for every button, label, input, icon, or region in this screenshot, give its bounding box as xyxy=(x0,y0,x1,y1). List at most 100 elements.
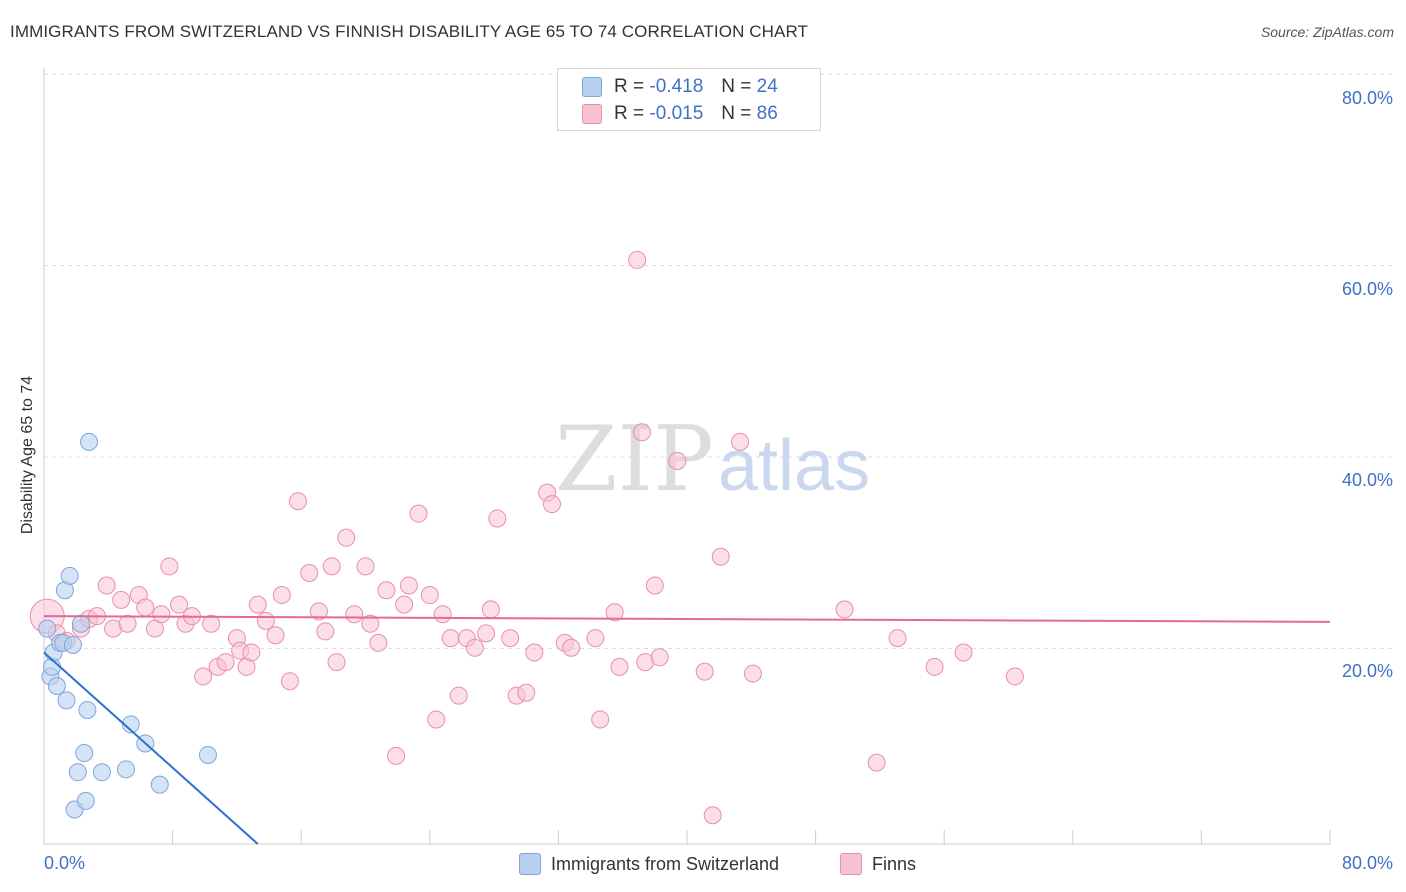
switzerland-point xyxy=(47,677,66,696)
finns-point xyxy=(525,643,544,662)
finns-point xyxy=(337,528,356,547)
finns-point xyxy=(316,622,335,641)
finns-point xyxy=(395,595,414,614)
legend-n-value: 24 xyxy=(756,76,778,97)
finns-point xyxy=(449,686,468,705)
finns-point xyxy=(97,576,116,595)
legend-r-label: R = xyxy=(614,76,645,97)
finns-point xyxy=(266,626,285,645)
finns-point xyxy=(628,250,647,269)
finns-point xyxy=(194,667,213,686)
finns-point xyxy=(202,614,221,633)
finns-point xyxy=(160,557,179,576)
finns-point xyxy=(586,629,605,648)
finns-point xyxy=(280,672,299,691)
finns-point xyxy=(731,432,750,451)
switzerland-point xyxy=(57,691,76,710)
series-swatch-blue xyxy=(519,853,541,875)
switzerland-point xyxy=(63,635,82,654)
finns-point xyxy=(465,638,484,657)
finns-point xyxy=(300,564,319,583)
finns-trend-line xyxy=(43,615,1331,623)
legend-swatch-pink xyxy=(582,104,602,124)
finns-point xyxy=(399,576,418,595)
finns-point xyxy=(288,492,307,511)
finns-point xyxy=(441,629,460,648)
y-tick-40: 40.0% xyxy=(1342,470,1393,490)
finns-point xyxy=(216,653,235,672)
legend-swatch-blue xyxy=(582,77,602,97)
switzerland-point xyxy=(38,619,57,638)
finns-point xyxy=(645,576,664,595)
finns-point xyxy=(170,595,189,614)
finns-points xyxy=(29,250,1024,825)
finns-point xyxy=(409,504,428,523)
y-tick-80: 80.0% xyxy=(1342,88,1393,108)
finns-point xyxy=(501,629,520,648)
x-tick-80: 80.0% xyxy=(1342,853,1393,873)
finns-point xyxy=(481,600,500,619)
finns-point xyxy=(743,664,762,683)
switzerland-point xyxy=(150,775,169,794)
legend-r-label: R = xyxy=(614,103,645,124)
finns-point xyxy=(888,629,907,648)
finns-point xyxy=(1005,667,1024,686)
chart-title: IMMIGRANTS FROM SWITZERLAND VS FINNISH D… xyxy=(10,22,809,41)
finns-point xyxy=(605,603,624,622)
legend-row-switzerland: R = -0.418 N = 24 xyxy=(582,75,778,99)
finns-point xyxy=(488,509,507,528)
finns-point xyxy=(345,605,364,624)
legend-r-value: -0.015 xyxy=(649,103,704,124)
series-label-switzerland: Immigrants from Switzerland xyxy=(551,853,780,874)
finns-point xyxy=(420,586,439,605)
legend-n-label: N = xyxy=(721,103,752,124)
series-legend-finns: Finns xyxy=(840,852,916,876)
finns-point xyxy=(112,590,131,609)
series-label-finns: Finns xyxy=(872,853,917,874)
finns-point xyxy=(695,662,714,681)
finns-point xyxy=(272,586,291,605)
finns-point xyxy=(703,806,722,825)
finns-point xyxy=(477,624,496,643)
y-tick-60: 60.0% xyxy=(1342,279,1393,299)
switzerland-point xyxy=(92,763,111,782)
finns-point xyxy=(835,600,854,619)
legend-n-value: 86 xyxy=(756,103,778,124)
trend-lines xyxy=(43,615,1331,845)
legend-n-label: N = xyxy=(721,76,752,97)
finns-point xyxy=(136,598,155,617)
finns-point xyxy=(711,547,730,566)
finns-point xyxy=(954,643,973,662)
finns-point xyxy=(387,746,406,765)
finns-point xyxy=(309,602,328,621)
switzerland-point xyxy=(68,763,87,782)
switzerland-point xyxy=(76,791,95,810)
switzerland-point xyxy=(80,432,99,451)
legend-r-value: -0.418 xyxy=(649,76,704,97)
finns-point xyxy=(356,557,375,576)
finns-point xyxy=(248,595,267,614)
finns-point xyxy=(668,452,687,470)
correlation-legend: R = -0.418 N = 24 R = -0.015 N = 86 xyxy=(557,68,821,131)
source-label: Source: ZipAtlas.com xyxy=(1260,24,1394,40)
axes xyxy=(43,68,1331,845)
finns-point xyxy=(322,557,341,576)
finns-point xyxy=(610,657,629,676)
switzerland-point xyxy=(78,700,97,719)
watermark-zip: ZIP xyxy=(555,407,714,512)
finns-point xyxy=(118,614,137,633)
finns-point xyxy=(867,753,886,772)
finns-point xyxy=(369,633,388,652)
switzerland-trend-line xyxy=(43,651,259,845)
finns-point xyxy=(152,605,171,624)
finns-point xyxy=(361,614,380,633)
switzerland-point xyxy=(71,614,90,633)
switzerland-point xyxy=(121,715,140,734)
finns-point xyxy=(542,495,561,514)
finns-point xyxy=(591,710,610,729)
y-tick-20: 20.0% xyxy=(1342,661,1393,681)
finns-point xyxy=(632,423,651,442)
switzerland-point xyxy=(198,745,217,764)
finns-point xyxy=(517,683,536,702)
